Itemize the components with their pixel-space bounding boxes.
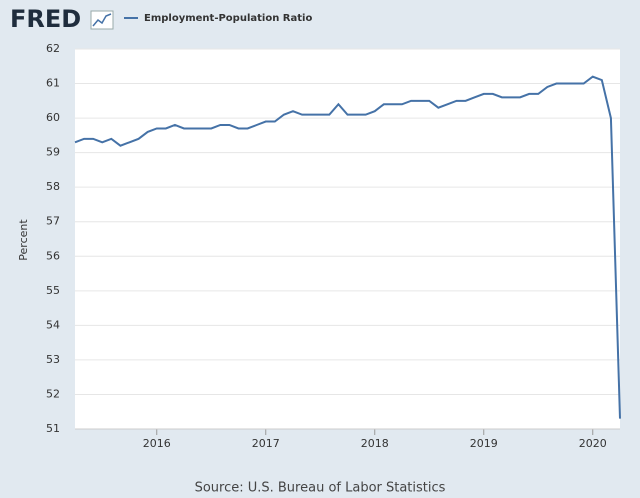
x-tick-label: 2016: [143, 437, 171, 450]
y-tick-label: 57: [46, 215, 60, 228]
plot-area: [75, 49, 620, 429]
y-tick-label: 62: [46, 42, 60, 55]
y-tick-label: 55: [46, 284, 60, 297]
y-tick-label: 53: [46, 353, 60, 366]
y-tick-label: 58: [46, 180, 60, 193]
logo-icon: [90, 10, 114, 30]
x-tick-label: 2017: [252, 437, 280, 450]
y-tick-label: 51: [46, 422, 60, 435]
x-tick-label: 2019: [470, 437, 498, 450]
logo: FRED: [10, 5, 81, 33]
y-tick-label: 52: [46, 387, 60, 400]
y-tick-label: 54: [46, 318, 60, 331]
y-tick-label: 56: [46, 249, 60, 262]
legend-label: Employment-Population Ratio: [144, 13, 312, 24]
x-tick-label: 2018: [361, 437, 389, 450]
y-tick-label: 61: [46, 77, 60, 90]
y-tick-label: 59: [46, 146, 60, 159]
y-axis-label: Percent: [17, 219, 30, 261]
source: Source: U.S. Bureau of Labor Statistics: [195, 481, 446, 496]
data-line: [74, 75, 621, 419]
y-tick-label: 60: [46, 111, 60, 124]
x-tick-label: 2020: [579, 437, 607, 450]
